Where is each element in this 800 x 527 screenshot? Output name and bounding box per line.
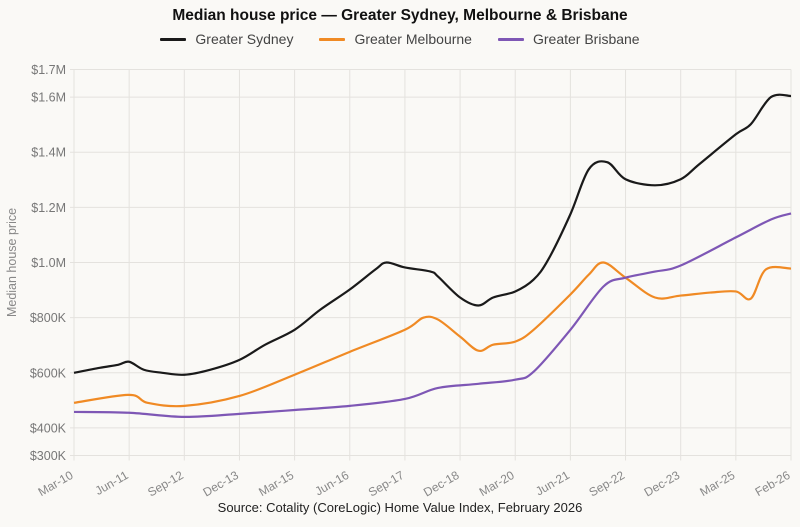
y-tick-label: $1.7M [31, 63, 66, 77]
legend-item-melbourne: Greater Melbourne [319, 31, 472, 47]
x-tick-label: Dec-13 [200, 468, 241, 500]
x-tick-label: Jun-21 [533, 468, 572, 499]
chart-title: Median house price — Greater Sydney, Mel… [172, 7, 628, 24]
legend-item-brisbane: Greater Brisbane [497, 31, 640, 47]
x-tick-label: Sep-12 [145, 468, 186, 500]
series-line-greater-melbourne [73, 261, 792, 408]
legend-swatch [497, 37, 524, 41]
legend-item-sydney: Greater Sydney [160, 31, 293, 47]
source-note: Source: Cotality (CoreLogic) Home Value … [217, 500, 583, 515]
y-tick-label: $1.2M [31, 201, 66, 215]
y-axis-label: Median house price [5, 208, 19, 317]
x-tick-label: Feb-26 [753, 468, 793, 499]
y-tick-label: $400K [30, 421, 67, 435]
x-tick-label: Sep-17 [366, 468, 407, 500]
y-tick-label: $1.4M [31, 146, 66, 160]
y-tick-label: $600K [30, 366, 67, 380]
legend-label: Greater Melbourne [354, 31, 472, 47]
x-tick-label: Dec-23 [642, 468, 683, 500]
y-tick-label: $300K [30, 449, 67, 463]
series-line-greater-brisbane [73, 212, 792, 419]
x-tick-label: Jun-16 [312, 468, 351, 499]
y-tick-label: $1.6M [31, 91, 66, 105]
series-line-greater-sydney [73, 93, 792, 376]
x-tick-label: Jun-11 [93, 468, 131, 498]
y-tick-label: $800K [30, 311, 67, 325]
x-tick-label: Mar-25 [697, 468, 737, 499]
legend: Greater Sydney Greater Melbourne Greater… [0, 31, 800, 47]
legend-swatch [160, 37, 187, 41]
x-tick-label: Sep-22 [587, 468, 628, 500]
y-tick-label: $1.0M [31, 256, 66, 270]
x-tick-label: Mar-20 [477, 468, 517, 499]
x-tick-label: Mar-15 [256, 468, 296, 499]
legend-swatch [319, 37, 346, 41]
legend-label: Greater Brisbane [532, 31, 640, 47]
x-tick-label: Mar-10 [36, 468, 76, 499]
x-tick-label: Dec-18 [421, 468, 462, 500]
legend-label: Greater Sydney [195, 31, 294, 47]
